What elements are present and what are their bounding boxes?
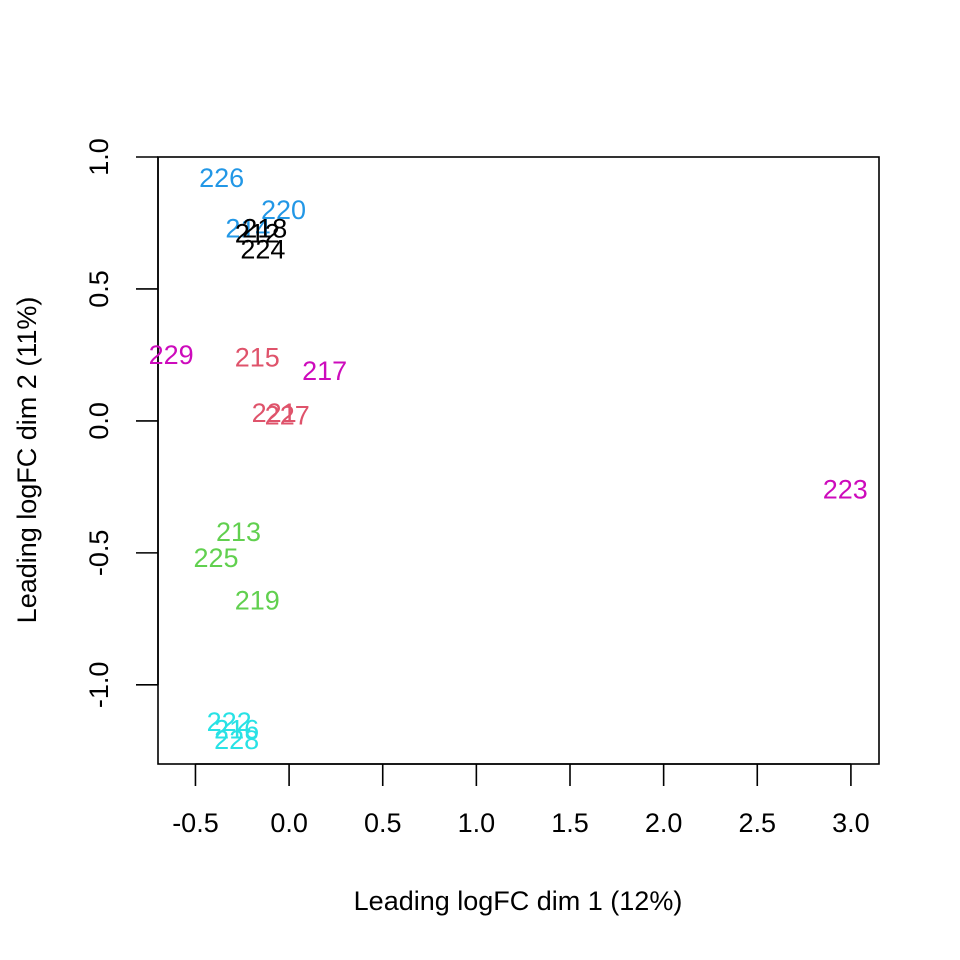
point-label-222: 222: [207, 707, 252, 737]
y-tick-label: 0.5: [84, 270, 114, 308]
point-label-228: 228: [214, 725, 259, 755]
y-tick-label: 1.0: [84, 138, 114, 176]
x-tick-label: 3.0: [832, 808, 870, 838]
x-axis-label: Leading logFC dim 1 (12%): [354, 886, 683, 916]
x-tick-label: 2.5: [738, 808, 776, 838]
point-label-225: 225: [194, 543, 239, 573]
point-label-212: 212: [235, 219, 280, 249]
y-axis: 1.0 0.5 0.0 -0.5 -1.0: [84, 138, 159, 709]
x-tick-label: 1.0: [458, 808, 496, 838]
x-tick-label: -0.5: [172, 808, 219, 838]
point-label-229: 229: [149, 340, 194, 370]
point-label-219: 219: [235, 585, 280, 615]
y-tick-label: 0.0: [84, 402, 114, 440]
point-label-221: 221: [252, 398, 297, 428]
point-label-218: 218: [242, 213, 287, 243]
x-tick-label: 0.5: [364, 808, 402, 838]
point-label-217: 217: [302, 356, 347, 386]
point-label-227: 227: [265, 401, 310, 431]
point-label-226: 226: [199, 163, 244, 193]
point-label-224: 224: [240, 234, 285, 264]
point-label-216: 216: [214, 715, 259, 745]
x-tick-label: 0.0: [270, 808, 308, 838]
x-tick-label: 2.0: [645, 808, 683, 838]
point-label-213: 213: [216, 517, 261, 547]
plot-frame: [157, 156, 880, 765]
point-label-223: 223: [823, 475, 868, 505]
point-label-214: 214: [225, 213, 270, 243]
point-label-215: 215: [235, 343, 280, 373]
x-tick-label: 1.5: [551, 808, 589, 838]
y-tick-label: -1.0: [84, 662, 114, 709]
point-label-220: 220: [261, 195, 306, 225]
y-tick-label: -0.5: [84, 530, 114, 577]
y-axis-label: Leading logFC dim 2 (11%): [12, 297, 42, 624]
